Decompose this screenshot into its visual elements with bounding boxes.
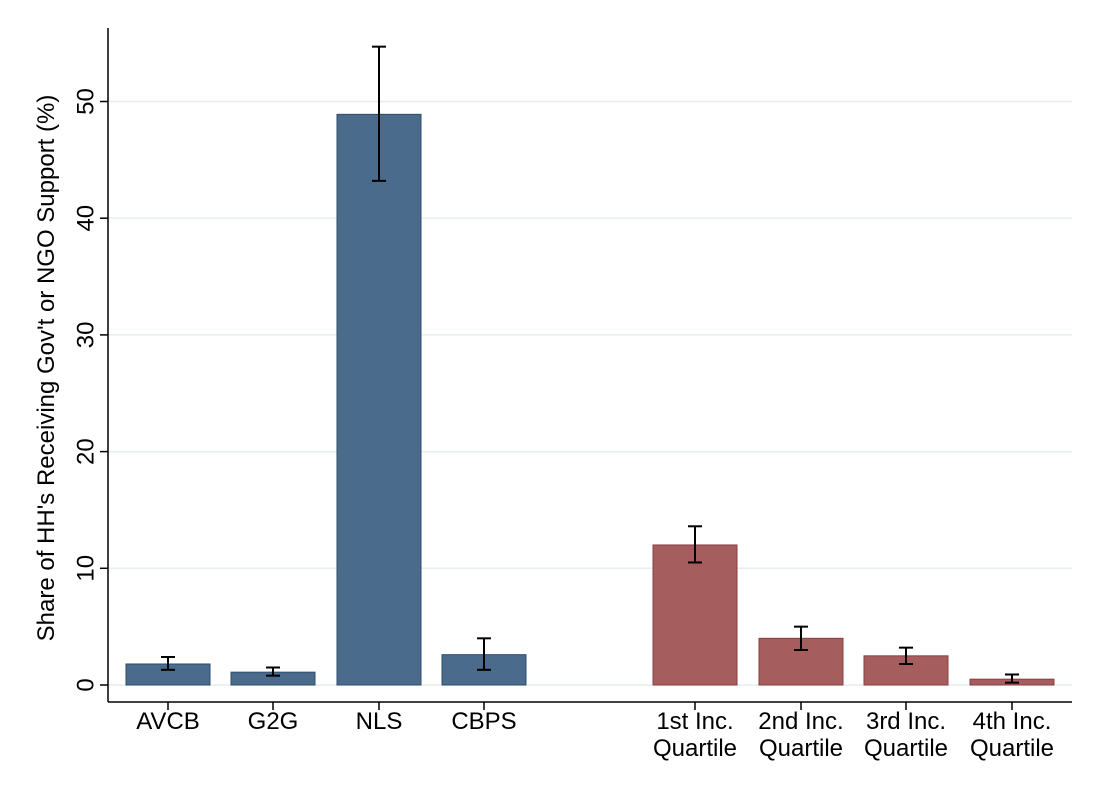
x-tick-label-5-1: Quartile (759, 735, 843, 762)
y-tick-label-10: 10 (73, 555, 100, 582)
x-tick-label-3-0: CBPS (451, 708, 516, 735)
y-tick-label-30: 30 (73, 322, 100, 349)
y-tick-label-20: 20 (73, 438, 100, 465)
x-tick-label-4-1: Quartile (653, 735, 737, 762)
x-tick-label-0-0: AVCB (136, 708, 200, 735)
gridlines (109, 100, 1072, 686)
y-axis-ticks: 0 10 20 30 40 50 (73, 88, 108, 692)
y-axis-label: Share of HH's Receiving Gov't or NGO Sup… (33, 95, 60, 642)
bars (125, 113, 1055, 686)
x-tick-label-4-0: 1st Inc. (656, 708, 733, 735)
x-tick-label-7-0: 4th Inc. (973, 708, 1052, 735)
error-bars (161, 45, 1019, 684)
y-tick-label-40: 40 (73, 205, 100, 232)
x-tick-label-6-1: Quartile (864, 735, 948, 762)
x-tick-label-6-0: 3rd Inc. (866, 708, 946, 735)
y-tick-label-0: 0 (73, 678, 100, 691)
y-tick-label-50: 50 (73, 88, 100, 115)
bar-1st-inc-quartile (652, 544, 738, 686)
x-tick-label-5-0: 2nd Inc. (758, 708, 843, 735)
x-tick-label-2-0: NLS (356, 708, 403, 735)
bar-nls (336, 113, 422, 686)
x-tick-label-1-0: G2G (248, 708, 299, 735)
x-tick-label-7-1: Quartile (970, 735, 1054, 762)
